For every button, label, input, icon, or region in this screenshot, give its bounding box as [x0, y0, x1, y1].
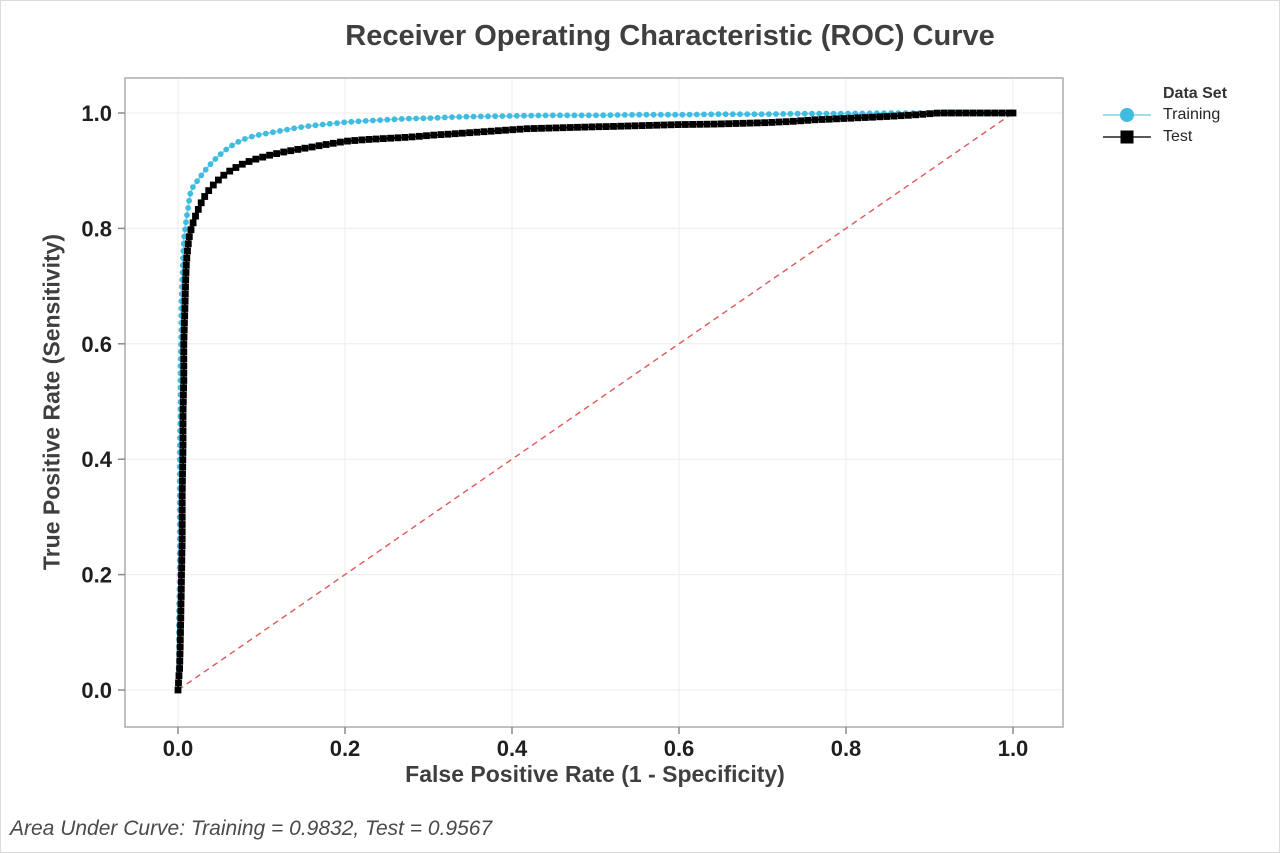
y-axis-title: True Positive Rate (Sensitivity) — [38, 233, 65, 571]
legend-title: Data Set — [1163, 85, 1228, 102]
legend-rows: Training Test — [1101, 104, 1227, 148]
axis-ticks — [118, 112, 1014, 734]
y-tick-label: 0.4 — [81, 447, 112, 472]
legend: Data Set Training Test — [1101, 84, 1227, 148]
legend-item-training[interactable]: Training — [1101, 104, 1227, 126]
x-axis-title: False Positive Rate (1 - Specificity) — [405, 761, 785, 787]
legend-item-test[interactable]: Test — [1101, 126, 1227, 148]
auc-footnote: Area Under Curve: Training = 0.9832, Tes… — [10, 817, 493, 840]
tick-labels: 0.0 0.2 0.4 0.6 0.8 1.0 0.0 0.2 0.4 0.6 0.8 1.0 — [81, 101, 1028, 761]
plot-border — [124, 77, 1064, 728]
x-tick-label: 0.2 — [330, 736, 361, 761]
x-tick-label: 0.6 — [664, 736, 695, 761]
x-tick-label: 0.0 — [163, 736, 194, 761]
square-legend-marker-icon — [1103, 130, 1151, 144]
circle-legend-marker-icon — [1103, 108, 1151, 122]
y-tick-label: 0.2 — [81, 563, 112, 588]
legend-item-label: Training — [1163, 106, 1221, 123]
y-tick-label: 0.0 — [81, 678, 112, 703]
y-tick-label: 0.8 — [81, 216, 112, 241]
chance-diagonal-line — [177, 112, 1014, 691]
plot-area[interactable]: 0.0 0.2 0.4 0.6 0.8 1.0 0.0 0.2 0.4 0.6 0.8 1.0 — [0, 0, 1280, 800]
legend-item-label: Test — [1163, 128, 1193, 145]
chart-title: Receiver Operating Characteristic (ROC) … — [345, 20, 995, 52]
square-markers — [174, 109, 1017, 694]
x-tick-label: 0.4 — [497, 736, 528, 761]
y-tick-label: 1.0 — [81, 101, 112, 126]
x-tick-label: 1.0 — [998, 736, 1029, 761]
x-tick-label: 0.8 — [831, 736, 862, 761]
y-tick-label: 0.6 — [81, 332, 112, 357]
series-test[interactable] — [174, 109, 1017, 694]
